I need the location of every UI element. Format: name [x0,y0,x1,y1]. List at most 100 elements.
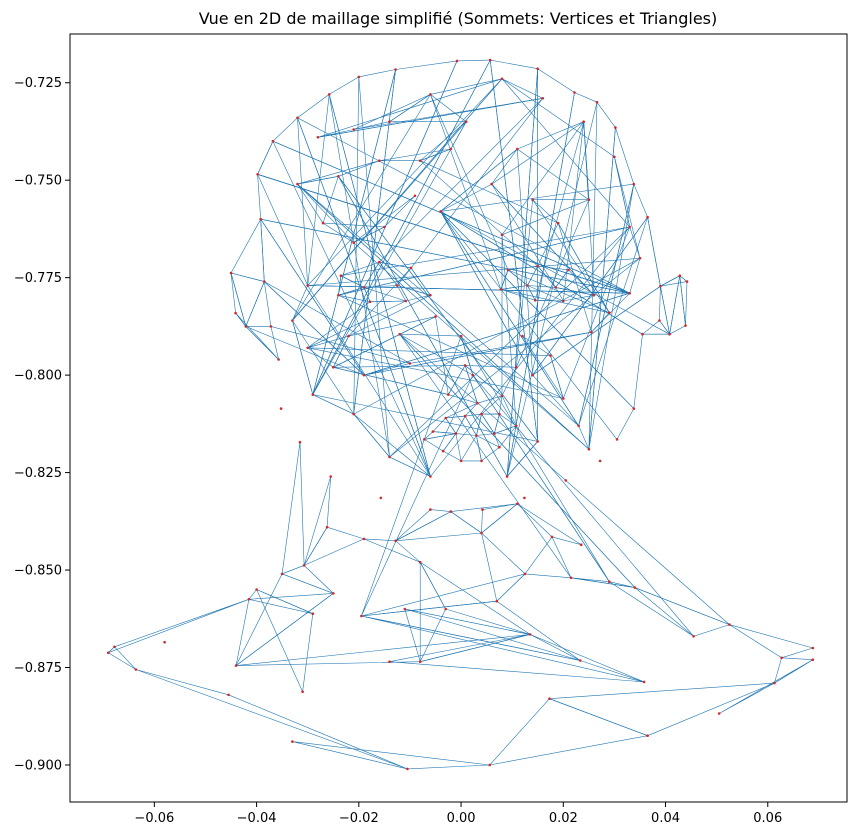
mesh-vertex [455,59,459,63]
mesh-vertex [423,438,426,441]
mesh-vertex [277,358,280,361]
mesh-vertex [548,697,551,700]
mesh-triangle [419,561,447,663]
mesh-vertex [463,414,467,418]
mesh-vertex [728,623,731,626]
mesh-vertex [403,607,407,611]
mesh-vertex [638,256,642,260]
mesh-vertex [107,651,110,654]
mesh-vertex [352,128,356,131]
mesh-vertex [641,332,644,336]
mesh-vertex [360,614,363,618]
mesh-triangle [524,536,572,579]
mesh-vertex [578,659,582,662]
mesh-triangle [395,509,452,542]
mesh-triangle [108,598,250,654]
mesh-vertex [306,346,310,350]
mesh-vertex [434,315,437,318]
mesh-triangle [297,117,631,294]
mesh-vertex [684,324,687,327]
mesh-vertex [418,560,422,564]
y-axis: −0.725 −0.750 −0.775 −0.800 −0.825 −0.850 −0.8… [14,76,70,773]
y-tick-label: −0.775 [14,271,62,286]
mesh-triangle [307,300,407,349]
mesh-triangle [245,281,365,376]
mesh-vertex [302,564,306,567]
mesh-vertex [550,535,554,539]
mesh-vertex [523,496,526,500]
mesh-triangle [506,92,598,477]
mesh-vertex [234,311,237,315]
y-tick-label: −0.725 [14,76,62,91]
mesh-vertex [234,664,238,667]
mesh-vertex [337,293,340,297]
mesh-vertex [413,194,417,198]
mesh-vertex [554,286,557,289]
mesh-vertex [325,525,329,529]
mesh-triangle [460,435,482,462]
mesh-vertices [107,58,815,771]
y-tick-label: −0.850 [14,564,62,579]
mesh-triangle [396,285,431,302]
mesh-vertex [449,147,453,151]
mesh-vertex [500,233,504,237]
x-tick-label: −0.04 [237,811,277,826]
mesh-vertex [582,120,585,123]
mesh-vertex [378,159,381,162]
mesh-vertex [678,274,682,278]
mesh-vertex [590,330,593,334]
mesh-vertex [556,221,560,225]
mesh-triangle [532,199,610,314]
mesh-vertex [255,588,258,591]
mesh-triangle [440,183,635,427]
mesh-triangle [506,68,539,477]
mesh-triangle [332,316,449,395]
mesh-vertex [587,198,591,201]
mesh-vertex [362,373,366,377]
mesh-vertex [388,455,391,459]
mesh-triangle [472,374,694,637]
mesh-vertex [646,734,649,737]
mesh-vertex [569,576,573,580]
mesh-vertex [523,572,527,576]
x-tick-label: 0.06 [753,811,782,826]
mesh-vertex [329,475,333,478]
mesh-vertex [395,284,399,287]
mesh-vertex [347,334,350,338]
mesh-vertex [811,658,815,661]
mesh-vertex [498,445,501,449]
mesh-triangle [389,634,645,683]
mesh-vertex [692,635,695,638]
mesh-vertex [301,690,304,693]
y-tick-label: −0.900 [14,758,62,773]
mesh-vertex [291,740,294,743]
mesh-triangle [281,441,305,575]
mesh-vertex [439,210,442,213]
mesh-vertex [229,271,233,275]
mesh-vertex [459,459,463,463]
mesh-vertex [632,182,636,186]
mesh-vertex [306,284,310,287]
mesh-vertex [429,293,432,297]
mesh-vertex [263,280,266,283]
mesh-triangle [378,98,544,269]
mesh-vertex [271,139,275,143]
mesh-triangle [491,183,595,296]
mesh-vertex [459,334,463,338]
mesh-vertex [533,299,537,302]
mesh-vertex [500,394,504,398]
mesh-vertex [562,397,565,400]
mesh-vertex [515,424,518,428]
mesh-vertex [398,332,402,336]
mesh-vertex [773,681,776,685]
mesh-vertex [628,225,631,229]
mesh-triangle [476,413,495,436]
mesh-vertex [562,299,565,303]
mesh-triangle [303,476,332,566]
mesh-vertex [493,432,496,435]
mesh-vertex [291,319,294,322]
mesh-vertex [811,646,815,650]
mesh-triangle [614,156,641,259]
mesh-vertex [471,373,475,377]
mesh-vertex [499,288,503,291]
